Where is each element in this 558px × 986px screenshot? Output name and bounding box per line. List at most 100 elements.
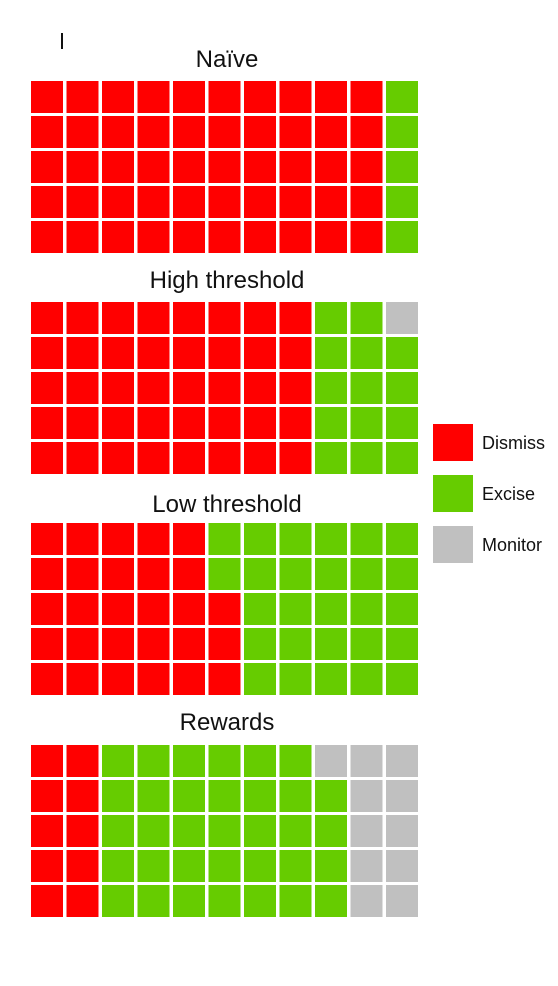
waffle-cell-dismiss [102,151,134,183]
waffle-cell-dismiss [31,186,63,218]
waffle-cell-dismiss [173,302,205,334]
waffle-cell-excise [244,663,276,695]
waffle-cell-excise [315,442,347,474]
waffle-cell-excise [102,815,134,847]
waffle-cell-excise [315,628,347,660]
waffle-cell-monitor [386,780,418,812]
waffle-cell-dismiss [350,81,383,113]
waffle-cell-dismiss [66,442,99,474]
waffle-cell-dismiss [66,850,99,882]
waffle-cell-dismiss [350,221,383,253]
waffle-cell-dismiss [31,745,63,777]
waffle-cell-dismiss [173,81,205,113]
waffle-cell-excise [386,372,418,404]
waffle-cell-dismiss [244,81,276,113]
waffle-cell-excise [244,745,276,777]
waffle-cell-monitor [386,302,418,334]
waffle-cell-excise [279,850,312,882]
waffle-cell-dismiss [66,151,99,183]
waffle-cell-excise [102,885,134,917]
waffle-cell-excise [244,780,276,812]
waffle-cell-excise [386,116,418,148]
waffle-cell-dismiss [279,302,312,334]
waffle-cell-excise [137,780,170,812]
waffle-cell-excise [350,628,383,660]
waffle-cell-excise [386,593,418,625]
waffle-cell-dismiss [208,81,241,113]
waffle-cell-excise [279,593,312,625]
waffle-cell-dismiss [66,815,99,847]
waffle-cell-dismiss [173,116,205,148]
waffle-cell-dismiss [173,558,205,590]
waffle-cell-dismiss [102,337,134,369]
waffle-cell-excise [386,337,418,369]
waffle-cell-excise [102,850,134,882]
legend-swatch-dismiss [433,424,473,461]
waffle-cell-excise [173,815,205,847]
panel-title: Low threshold [152,491,301,518]
waffle-cell-excise [137,885,170,917]
waffle-cell-dismiss [31,885,63,917]
waffle-cell-excise [350,523,383,555]
waffle-cell-excise [173,745,205,777]
waffle-cell-dismiss [102,372,134,404]
waffle-cell-excise [315,407,347,439]
waffle-cell-excise [208,850,241,882]
legend-label-dismiss: Dismiss [482,433,545,453]
waffle-cell-excise [386,628,418,660]
waffle-cell-excise [315,523,347,555]
waffle-cell-dismiss [315,116,347,148]
waffle-cell-dismiss [137,372,170,404]
waffle-cell-dismiss [315,151,347,183]
panel-title: High threshold [150,267,305,294]
waffle-cell-dismiss [315,186,347,218]
waffle-cell-dismiss [173,663,205,695]
waffle-cell-dismiss [244,221,276,253]
waffle-cell-dismiss [137,337,170,369]
waffle-cell-dismiss [66,628,99,660]
waffle-cell-excise [350,558,383,590]
waffle-cell-excise [279,780,312,812]
waffle-cell-dismiss [173,186,205,218]
waffle-cell-dismiss [279,116,312,148]
waffle-cell-excise [350,372,383,404]
waffle-cell-dismiss [66,116,99,148]
waffle-cell-excise [137,815,170,847]
waffle-cell-dismiss [137,523,170,555]
waffle-cell-excise [279,745,312,777]
legend-swatch-excise [433,475,473,512]
waffle-cell-dismiss [173,407,205,439]
waffle-cell-dismiss [102,407,134,439]
waffle-cell-excise [315,337,347,369]
waffle-cell-dismiss [66,593,99,625]
waffle-cell-dismiss [31,663,63,695]
waffle-cell-dismiss [31,815,63,847]
waffle-cell-excise [350,407,383,439]
waffle-cell-dismiss [66,221,99,253]
waffle-cell-dismiss [137,116,170,148]
waffle-cell-dismiss [31,850,63,882]
waffle-cell-dismiss [173,523,205,555]
waffle-cell-excise [137,745,170,777]
waffle-cell-excise [350,593,383,625]
waffle-cell-dismiss [279,372,312,404]
waffle-cell-excise [350,337,383,369]
waffle-cell-excise [315,302,347,334]
waffle-cell-excise [244,850,276,882]
waffle-cell-dismiss [208,221,241,253]
waffle-cell-excise [386,442,418,474]
waffle-cell-dismiss [31,302,63,334]
waffle-cell-dismiss [137,81,170,113]
waffle-cell-excise [386,523,418,555]
waffle-cell-excise [244,523,276,555]
waffle-cell-dismiss [66,745,99,777]
waffle-cell-dismiss [244,186,276,218]
waffle-cell-dismiss [66,302,99,334]
waffle-cell-excise [208,815,241,847]
waffle-cell-excise [279,815,312,847]
waffle-cell-excise [244,558,276,590]
waffle-cell-dismiss [208,186,241,218]
waffle-cell-dismiss [244,407,276,439]
waffle-cell-dismiss [102,221,134,253]
waffle-cell-dismiss [279,221,312,253]
